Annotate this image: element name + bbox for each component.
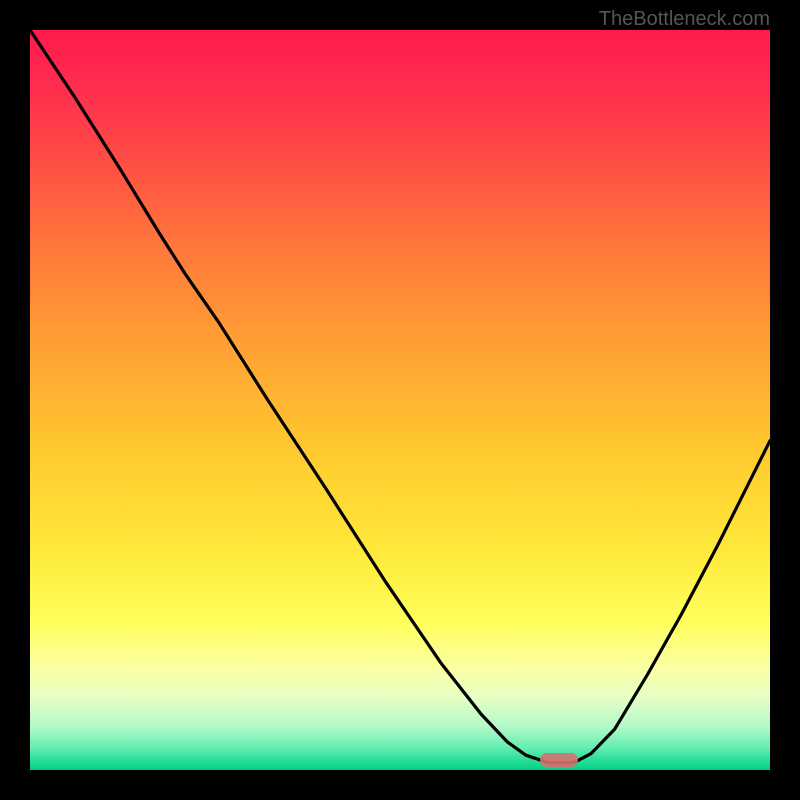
chart-area [30, 30, 770, 770]
watermark-text: TheBottleneck.com [599, 8, 770, 31]
optimal-marker [540, 753, 578, 767]
bottleneck-curve [30, 30, 770, 770]
